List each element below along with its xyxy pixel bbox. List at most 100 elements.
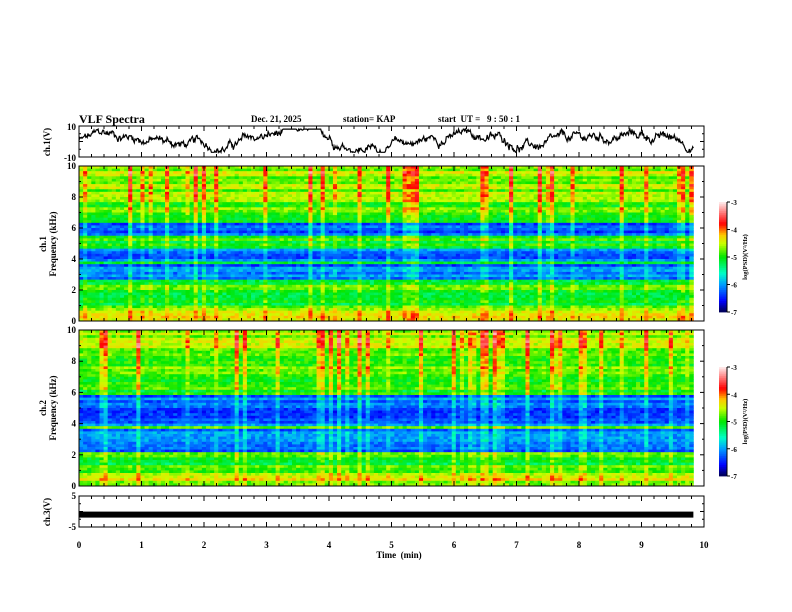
spectrogram-cell [513,220,518,224]
spectrogram-cell [590,173,596,177]
spectrogram-cell [111,225,117,229]
spectrogram-cell [656,240,662,244]
spectrogram-cell [615,215,621,219]
spectrogram-cell [189,181,195,185]
spectrogram-cell [103,184,109,188]
spectrogram-cell [382,176,387,180]
spectrogram-cell [324,225,330,229]
spectrogram-cell [103,204,109,208]
spectrogram-cell [365,225,371,229]
spectrogram-cell [574,243,580,247]
spectrogram-cell [185,178,190,182]
spectrogram-cell [652,194,657,198]
spectrogram-cell [345,194,350,198]
spectrogram-cell [599,207,604,211]
spectrogram-cell [99,235,104,239]
spectrogram-cell [525,212,530,216]
spectrogram-cell [472,238,477,242]
spectrogram-cell [607,173,612,177]
spectrogram-cell [353,209,358,213]
spectrogram-cell [435,238,440,242]
spectrogram-cell [165,212,170,216]
spectrogram-cell [99,189,104,193]
spectrogram-cell [369,248,375,252]
spectrogram-cell [210,233,215,237]
spectrogram-cell [496,176,502,180]
spectrogram-cell [337,178,342,182]
spectrogram-cell [242,178,248,182]
spectrogram-cell [681,189,686,193]
spectrogram-cell [304,243,309,247]
spectrogram-cell [259,168,264,172]
spectrogram-cell [689,173,694,177]
spectrogram-cell [410,171,416,175]
spectrogram-cell [181,215,186,219]
spectrogram-cell [79,248,84,252]
spectrogram-cell [300,209,305,213]
spectrogram-cell [353,215,358,219]
spectrogram-cell [476,238,481,242]
spectrogram-cell [361,220,367,224]
spectrogram-cell [373,243,379,247]
spectrogram-cell [95,176,100,180]
spectrogram-cell [566,228,571,231]
spectrogram-cell [435,184,440,188]
spectrogram-cell [111,204,117,208]
spectrogram-cell [296,184,301,188]
spectrogram-cell [312,197,317,200]
spectrogram-cell [193,199,199,203]
spectrogram-cell [558,228,563,231]
spectrogram-cell [99,230,104,234]
spectrogram-cell [103,246,109,250]
spectrogram-cell [431,212,436,216]
spectrogram-cell [488,202,494,206]
spectrogram-cell [418,233,424,237]
spectrogram-cell [480,217,485,221]
spectrogram-cell [328,217,334,221]
spectrogram-cell [431,186,436,190]
spectrogram-cell [181,171,186,175]
spectrogram-cell [504,171,510,175]
spectrogram-cell [586,246,592,250]
spectrogram-cell [251,228,256,231]
spectrogram-cell [582,191,588,195]
spectrogram-cell [263,168,268,172]
spectrogram-cell [640,186,645,190]
spectrogram-cell [173,238,178,242]
spectrogram-cell [365,189,371,193]
spectrogram-cell [578,243,584,247]
spectrogram-cell [464,173,469,177]
spectrogram-cell [595,197,600,200]
spectrogram-cell [160,220,166,224]
spectrogram-cell [533,217,539,221]
spectrogram-cell [251,212,256,216]
spectrogram-cell [611,230,616,234]
spectrogram-cell [271,168,276,172]
spectrogram-cell [201,217,207,221]
spectrogram-cell [517,197,522,200]
spectrogram-cell [365,166,371,169]
spectrogram-cell [279,240,285,244]
spectrogram-cell [357,225,363,229]
spectrogram-cell [464,215,469,219]
spectrogram-cell [205,184,211,188]
spectrogram-cell [484,243,489,247]
spectrogram-cell [259,197,264,200]
spectrogram-cell [238,197,244,200]
spectrogram-cell [255,191,260,195]
spectrogram-cell [431,217,436,221]
spectrogram-cell [214,186,219,190]
spectrogram-cell [345,209,350,213]
spectrogram-cell [99,171,104,175]
spectrogram-cell [115,238,121,242]
spectrogram-cell [361,215,367,219]
spectrogram-cell [390,215,395,219]
spectrogram-cell [246,194,252,198]
spectrogram-cell [423,194,428,198]
spectrogram-cell [664,246,670,250]
spectrogram-cell [144,176,150,180]
spectrogram-cell [619,207,625,211]
spectrogram-cell [300,220,305,224]
spectrogram-cell [582,186,588,190]
spectrogram-cell [537,168,543,172]
